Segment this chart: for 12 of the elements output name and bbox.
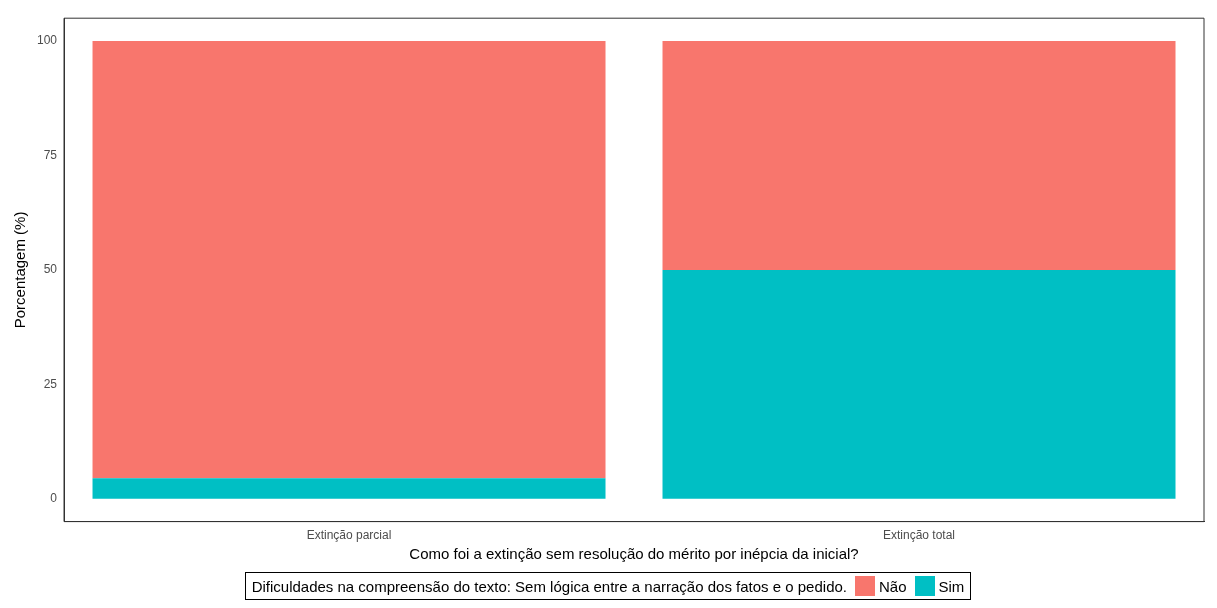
- x-tick-label: Extinção total: [882, 528, 956, 543]
- y-tick-label: 50: [43, 262, 58, 277]
- y-tick-label: 100: [36, 33, 58, 48]
- y-tick-label: 75: [43, 147, 58, 162]
- legend-label: Não: [879, 577, 907, 595]
- y-axis-title: Porcentagem (%): [11, 211, 29, 329]
- legend-label: Sim: [938, 577, 965, 595]
- y-tick-label: 0: [50, 491, 58, 506]
- legend-title: Dificuldades na compreensão do texto: Sem lógica entre a narração dos fatos e o pedido.: [251, 577, 847, 595]
- x-tick-label: Extinção parcial: [306, 528, 392, 543]
- x-axis-title: Como foi a extinção sem resolução do mérito por inépcia da inicial?: [409, 545, 859, 563]
- y-tick-label: 25: [43, 376, 58, 391]
